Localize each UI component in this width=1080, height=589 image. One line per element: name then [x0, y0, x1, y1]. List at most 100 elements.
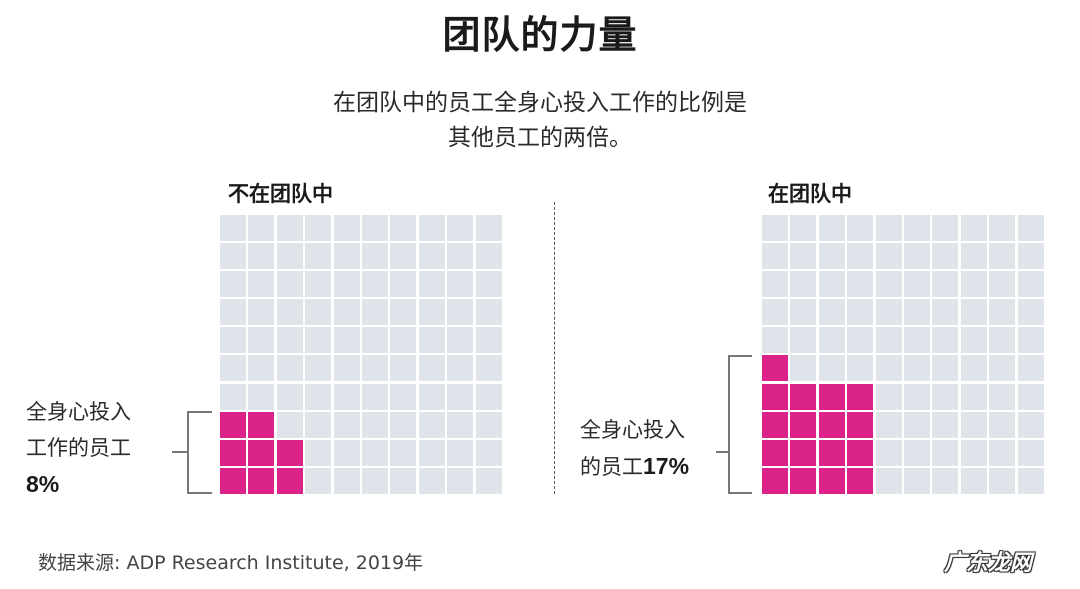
waffle-cell-empty [248, 383, 275, 410]
waffle-cell-empty [390, 215, 417, 241]
waffle-cell-empty [220, 299, 246, 326]
waffle-cell-empty [989, 271, 1016, 298]
waffle-cell-empty [361, 299, 388, 326]
waffle-cell-empty [305, 411, 332, 438]
waffle-cell-empty [361, 327, 388, 354]
waffle-cell-empty [989, 299, 1016, 326]
waffle-cell-filled [847, 411, 874, 438]
waffle-cell-empty [361, 243, 388, 270]
waffle-cell-filled [276, 439, 303, 466]
bracket-left-bottom [187, 492, 212, 494]
waffle-cell-empty [875, 411, 902, 438]
waffle-cell-empty [447, 299, 474, 326]
waffle-cell-filled [790, 411, 817, 438]
waffle-cell-empty [475, 467, 502, 494]
subtitle-line-1: 在团队中的员工全身心投入工作的比例是 [333, 90, 747, 116]
waffle-cell-empty [903, 355, 930, 382]
waffle-cell-empty [418, 411, 445, 438]
waffle-cell-empty [361, 271, 388, 298]
waffle-cell-empty [1017, 327, 1044, 354]
waffle-cell-empty [762, 271, 788, 298]
panel-title-not-in-team: 不在团队中 [228, 182, 333, 206]
waffle-cell-empty [418, 243, 445, 270]
waffle-cell-empty [932, 299, 959, 326]
waffle-cell-empty [390, 383, 417, 410]
waffle-cell-empty [903, 215, 930, 241]
waffle-cell-empty [305, 215, 332, 241]
waffle-cell-filled [818, 383, 845, 410]
waffle-cell-empty [447, 383, 474, 410]
waffle-cell-empty [418, 327, 445, 354]
waffle-cell-empty [875, 243, 902, 270]
waffle-cell-empty [960, 299, 987, 326]
waffle-cell-empty [447, 271, 474, 298]
waffle-cell-empty [790, 355, 817, 382]
waffle-cell-empty [762, 327, 788, 354]
waffle-cell-empty [390, 411, 417, 438]
waffle-cell-empty [903, 243, 930, 270]
waffle-cell-empty [390, 355, 417, 382]
subtitle-line-2: 其他员工的两倍。 [448, 125, 632, 151]
waffle-cell-empty [1017, 383, 1044, 410]
waffle-cell-empty [447, 215, 474, 241]
waffle-cell-empty [1017, 243, 1044, 270]
chart-subtitle: 在团队中的员工全身心投入工作的比例是 其他员工的两倍。 [0, 86, 1080, 156]
waffle-cell-empty [847, 215, 874, 241]
waffle-cell-filled [790, 467, 817, 494]
waffle-cell-filled [790, 383, 817, 410]
waffle-cell-empty [248, 327, 275, 354]
waffle-cell-empty [305, 355, 332, 382]
waffle-cell-filled [762, 411, 788, 438]
waffle-cell-empty [790, 327, 817, 354]
waffle-cell-empty [475, 383, 502, 410]
waffle-cell-empty [875, 383, 902, 410]
waffle-cell-empty [847, 271, 874, 298]
waffle-cell-filled [248, 439, 275, 466]
waffle-cell-empty [248, 355, 275, 382]
waffle-cell-empty [333, 243, 360, 270]
waffle-cell-empty [989, 215, 1016, 241]
waffle-cell-empty [762, 215, 788, 241]
waffle-cell-empty [390, 271, 417, 298]
waffle-cell-empty [960, 215, 987, 241]
waffle-cell-empty [903, 439, 930, 466]
data-source: 数据来源: ADP Research Institute, 2019年 [38, 552, 424, 574]
waffle-cell-empty [333, 215, 360, 241]
value-in-team: 17% [643, 453, 690, 479]
waffle-cell-empty [903, 383, 930, 410]
bracket-right-top [728, 355, 752, 357]
chart-title: 团队的力量 [442, 12, 638, 57]
waffle-cell-empty [447, 411, 474, 438]
label-not-in-team: 全身心投入 工作的员工 8% [26, 394, 131, 503]
waffle-cell-empty [847, 327, 874, 354]
waffle-cell-empty [361, 355, 388, 382]
waffle-cell-empty [932, 411, 959, 438]
waffle-cell-empty [989, 243, 1016, 270]
waffle-cell-empty [818, 271, 845, 298]
waffle-cell-empty [875, 355, 902, 382]
label-line-1: 全身心投入 [26, 400, 131, 424]
waffle-cell-empty [818, 215, 845, 241]
waffle-cell-filled [762, 355, 788, 382]
waffle-grid-not-in-team [220, 215, 502, 494]
bracket-left-pointer [172, 451, 187, 453]
waffle-cell-empty [475, 243, 502, 270]
waffle-cell-empty [361, 467, 388, 494]
waffle-cell-empty [1017, 299, 1044, 326]
waffle-cell-filled [847, 467, 874, 494]
waffle-cell-empty [875, 215, 902, 241]
waffle-cell-empty [1017, 355, 1044, 382]
waffle-cell-empty [989, 439, 1016, 466]
waffle-cell-empty [932, 243, 959, 270]
waffle-cell-empty [932, 215, 959, 241]
waffle-cell-empty [960, 243, 987, 270]
waffle-cell-filled [762, 439, 788, 466]
bracket-right-bottom [728, 492, 752, 494]
waffle-cell-empty [960, 271, 987, 298]
waffle-cell-empty [447, 355, 474, 382]
label-line-1: 全身心投入 [580, 418, 685, 442]
waffle-cell-empty [447, 467, 474, 494]
waffle-cell-filled [220, 439, 246, 466]
waffle-cell-empty [333, 439, 360, 466]
waffle-cell-empty [305, 299, 332, 326]
